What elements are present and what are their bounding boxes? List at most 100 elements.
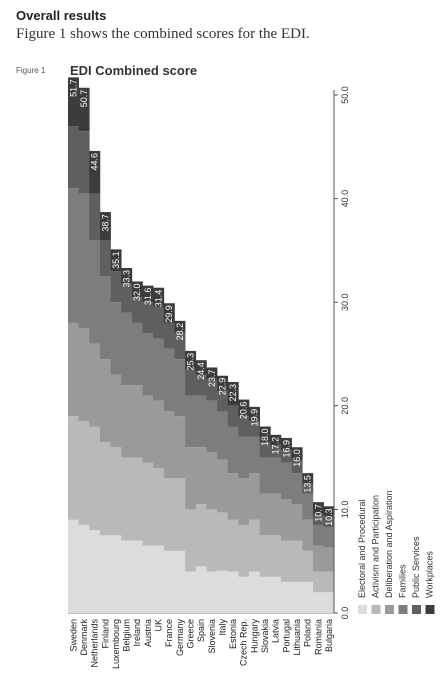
- bar-segment: [131, 297, 143, 323]
- bar-segment: [270, 457, 282, 494]
- bar-segment: [270, 434, 282, 446]
- legend-swatch: [358, 605, 367, 614]
- bar-value-label: 31.6: [143, 288, 153, 306]
- y-tick-label: 0.0: [340, 607, 350, 620]
- bar-segment: [68, 188, 79, 323]
- bar-segment: [174, 359, 186, 417]
- bar-segment: [302, 483, 314, 494]
- y-tick-label: 50.0: [340, 86, 350, 104]
- bar-segment: [270, 445, 282, 458]
- bar-segment: [312, 524, 324, 546]
- category-label: Belgium: [122, 619, 132, 652]
- bar-segment: [323, 592, 335, 613]
- bar-segment: [68, 416, 79, 520]
- y-tick-label: 10.0: [340, 501, 350, 519]
- legend-label: Deliberation and Aspiration: [384, 490, 394, 598]
- bar-segment: [281, 581, 292, 613]
- bar-segment: [78, 524, 90, 613]
- bar-segment: [121, 457, 133, 541]
- bar-segment: [195, 504, 207, 567]
- bar-segment: [249, 436, 260, 474]
- bar-segment: [153, 467, 165, 546]
- bar-value-label: 33.3: [122, 270, 132, 288]
- category-label: Austria: [143, 619, 153, 647]
- bar-segment: [206, 452, 218, 510]
- bar-segment: [174, 320, 186, 334]
- bar-value-label: 10.3: [324, 508, 334, 526]
- category-label: Bulgaria: [324, 619, 334, 652]
- bar-segment: [163, 348, 175, 411]
- bar-segment: [323, 527, 335, 548]
- bar-segment: [238, 576, 250, 613]
- bar-value-label: 50.7: [79, 90, 89, 108]
- bar-segment: [142, 462, 154, 546]
- bar-segment: [323, 547, 335, 572]
- bar-segment: [259, 576, 271, 613]
- bar-segment: [89, 343, 101, 427]
- bar-segment: [227, 519, 239, 572]
- bar-segment: [174, 333, 186, 360]
- bar-segment: [281, 540, 292, 582]
- category-label: Poland: [303, 619, 313, 647]
- bar-segment: [281, 437, 292, 451]
- bar-segment: [174, 416, 186, 479]
- bar-segment: [206, 367, 218, 380]
- bar-value-label: 17.2: [271, 437, 281, 455]
- bar-segment: [131, 540, 143, 613]
- section-intro-text: Figure 1 shows the combined scores for t…: [16, 26, 310, 42]
- bar-value-label: 18.0: [260, 429, 270, 447]
- bar-segment: [291, 581, 303, 613]
- bar-segment: [302, 550, 314, 582]
- bar-segment: [323, 516, 335, 528]
- bar-segment: [217, 390, 229, 412]
- bar-segment: [312, 545, 324, 572]
- bar-segment: [68, 126, 79, 189]
- bar-segment: [227, 381, 239, 406]
- bar-segment: [291, 447, 303, 461]
- bar-segment: [206, 400, 218, 453]
- bar-value-label: 16.0: [292, 449, 302, 467]
- bar-segment: [131, 281, 143, 298]
- bar-segment: [249, 571, 260, 613]
- bar-segment: [291, 473, 303, 505]
- bar-segment: [142, 545, 154, 613]
- bar-segment: [89, 426, 101, 531]
- bar-segment: [131, 385, 143, 458]
- bar-segment: [185, 447, 197, 510]
- bar-segment: [142, 285, 154, 303]
- bar-segment: [153, 400, 165, 468]
- bar-segment: [78, 87, 90, 132]
- bar-segment: [89, 530, 101, 613]
- bar-segment: [78, 193, 90, 329]
- bar-value-label: 23.7: [207, 369, 217, 387]
- bar-segment: [227, 473, 239, 520]
- bar-segment: [259, 535, 271, 577]
- bar-segment: [259, 426, 271, 443]
- bar-segment: [312, 502, 324, 515]
- bar-segment: [323, 506, 335, 517]
- bar-segment: [281, 499, 292, 541]
- bar-segment: [227, 426, 239, 474]
- bar-segment: [185, 369, 197, 396]
- bar-segment: [217, 512, 229, 571]
- bar-segment: [323, 571, 335, 593]
- bar-segment: [291, 540, 303, 582]
- bar-segment: [174, 478, 186, 551]
- y-tick-label: 30.0: [340, 293, 350, 311]
- bar-value-label: 13.5: [303, 475, 313, 493]
- bar-segment: [259, 457, 271, 494]
- bar-segment: [78, 328, 90, 422]
- bar-segment: [238, 478, 250, 525]
- category-label: Netherlands: [90, 619, 100, 668]
- bar-segment: [78, 421, 90, 525]
- bar-segment: [259, 442, 271, 458]
- bar-segment: [281, 450, 292, 463]
- figure-label: Figure 1: [16, 66, 46, 75]
- bar-segment: [78, 131, 90, 194]
- bar-segment: [185, 395, 197, 448]
- bar-segment: [131, 322, 143, 386]
- category-label: Greece: [185, 619, 195, 649]
- bar-segment: [238, 436, 250, 479]
- bar-segment: [259, 493, 271, 536]
